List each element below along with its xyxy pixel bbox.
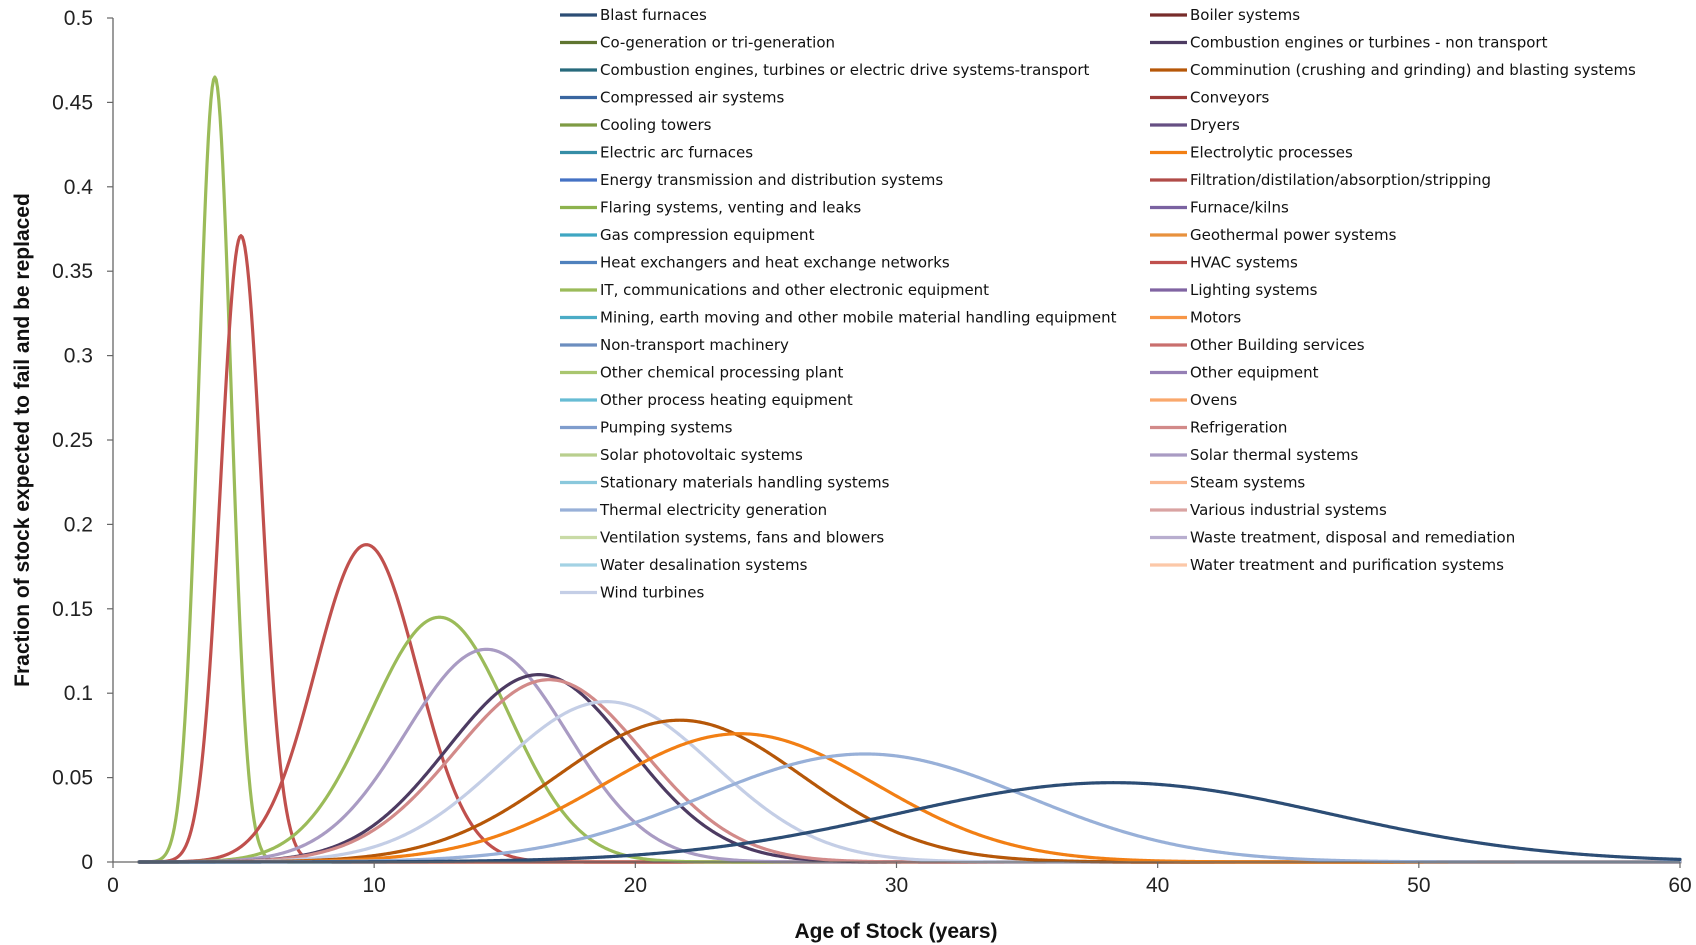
legend-label: Geothermal power systems bbox=[1190, 226, 1397, 244]
legend-label: HVAC systems bbox=[1190, 254, 1298, 272]
legend-label: Water treatment and purification systems bbox=[1190, 556, 1504, 574]
legend: Blast furnaces Boiler systems Co-generatio… bbox=[560, 6, 1636, 602]
x-tick-label: 50 bbox=[1407, 874, 1430, 897]
x-tick-label: 30 bbox=[885, 874, 908, 897]
legend-label: Combustion engines, turbines or electric… bbox=[600, 61, 1090, 79]
legend-label: Other equipment bbox=[1190, 364, 1319, 382]
legend-label: Other chemical processing plant bbox=[600, 364, 843, 382]
series-line-0 bbox=[137, 75, 1682, 864]
series-layer bbox=[137, 75, 1682, 864]
legend-label: Other Building services bbox=[1190, 336, 1365, 354]
axes-layer bbox=[112, 18, 1680, 863]
legend-label: Electrolytic processes bbox=[1190, 144, 1353, 162]
legend-label: Combustion engines or turbines - non tra… bbox=[1190, 34, 1548, 52]
legend-label: Waste treatment, disposal and remediatio… bbox=[1190, 529, 1515, 547]
legend-label: Refrigeration bbox=[1190, 419, 1287, 437]
legend-label: Water desalination systems bbox=[600, 556, 808, 574]
legend-label: Ovens bbox=[1190, 391, 1237, 409]
series-line-9 bbox=[137, 732, 1682, 864]
legend-label: Co-generation or tri-generation bbox=[600, 34, 835, 52]
x-tick-label: 0 bbox=[107, 874, 119, 897]
x-tick-label: 60 bbox=[1668, 874, 1691, 897]
legend-label: Blast furnaces bbox=[600, 6, 707, 24]
legend-label: Solar photovoltaic systems bbox=[600, 446, 803, 464]
legend-label: Dryers bbox=[1190, 116, 1240, 134]
legend-label: Mining, earth moving and other mobile ma… bbox=[600, 309, 1117, 327]
legend-label: Stationary materials handling systems bbox=[600, 474, 890, 492]
legend-label: IT, communications and other electronic … bbox=[600, 281, 989, 299]
series-line-1 bbox=[137, 234, 1682, 864]
y-tick-label: 0.35 bbox=[52, 260, 93, 283]
legend-label: Furnace/kilns bbox=[1190, 199, 1289, 217]
x-tick-label: 10 bbox=[362, 874, 385, 897]
y-axis-title: Fraction of stock expected to fail and b… bbox=[11, 193, 34, 687]
y-tick-label: 0.3 bbox=[64, 345, 93, 368]
y-tick-label: 0.4 bbox=[64, 176, 94, 199]
legend-label: Energy transmission and distribution sys… bbox=[600, 171, 943, 189]
y-tick-label: 0.25 bbox=[52, 429, 93, 452]
x-tick-label: 40 bbox=[1146, 874, 1169, 897]
legend-label: Wind turbines bbox=[600, 584, 704, 602]
legend-label: Solar thermal systems bbox=[1190, 446, 1358, 464]
y-tick-label: 0.1 bbox=[64, 682, 93, 705]
legend-label: Motors bbox=[1190, 309, 1241, 327]
legend-label: Heat exchangers and heat exchange networ… bbox=[600, 254, 950, 272]
legend-label: Non-transport machinery bbox=[600, 336, 789, 354]
legend-label: Ventilation systems, fans and blowers bbox=[600, 529, 884, 547]
series-line-6 bbox=[137, 678, 1682, 864]
series-line-10 bbox=[137, 752, 1682, 864]
legend-label: Electric arc furnaces bbox=[600, 144, 753, 162]
legend-label: Cooling towers bbox=[600, 116, 712, 134]
legend-label: Comminution (crushing and grinding) and … bbox=[1190, 61, 1636, 79]
y-tick-label: 0.05 bbox=[52, 767, 93, 790]
y-tick-label: 0.2 bbox=[64, 513, 93, 536]
legend-label: Gas compression equipment bbox=[600, 226, 815, 244]
x-axis-title: Age of Stock (years) bbox=[794, 920, 997, 943]
ticks-layer: 0 10 20 30 40 50 60 0 0.05 0.1 0.15 0.2 0.25 0.3 0.35 0… bbox=[52, 7, 1692, 897]
y-tick-label: 0 bbox=[81, 851, 93, 874]
legend-label: Conveyors bbox=[1190, 89, 1269, 107]
legend-label: Thermal electricity generation bbox=[599, 501, 827, 519]
legend-label: Various industrial systems bbox=[1190, 501, 1387, 519]
legend-label: Pumping systems bbox=[600, 419, 733, 437]
series-line-2 bbox=[137, 543, 1682, 864]
legend-label: Other process heating equipment bbox=[600, 391, 853, 409]
legend-label: Compressed air systems bbox=[600, 89, 785, 107]
y-tick-label: 0.45 bbox=[52, 91, 93, 114]
legend-label: Steam systems bbox=[1190, 474, 1305, 492]
legend-label: Filtration/distilation/absorption/stripp… bbox=[1190, 171, 1491, 189]
series-line-8 bbox=[137, 718, 1682, 864]
x-tick-label: 20 bbox=[624, 874, 647, 897]
series-line-3 bbox=[137, 615, 1682, 864]
legend-label: Lighting systems bbox=[1190, 281, 1318, 299]
y-tick-label: 0.5 bbox=[64, 7, 93, 30]
series-line-11 bbox=[137, 781, 1682, 864]
legend-label: Flaring systems, venting and leaks bbox=[600, 199, 861, 217]
legend-label: Boiler systems bbox=[1190, 6, 1300, 24]
y-tick-label: 0.15 bbox=[52, 598, 93, 621]
series-line-4 bbox=[137, 647, 1682, 864]
